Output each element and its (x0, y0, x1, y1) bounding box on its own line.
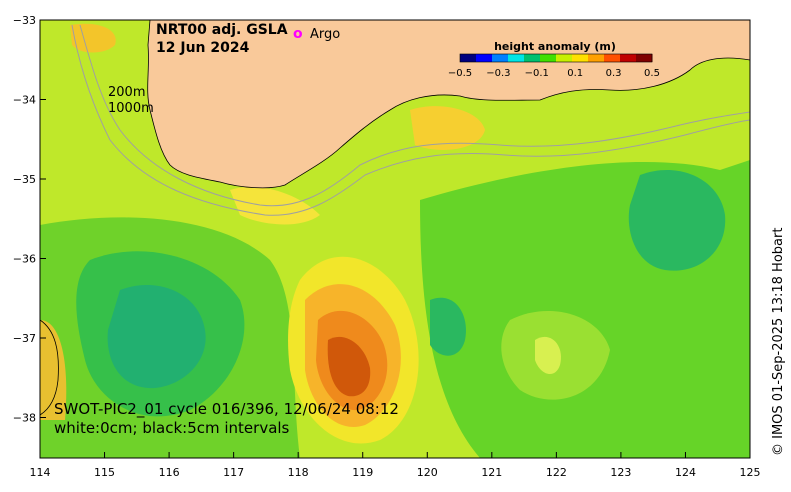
x-tick-label: 116 (159, 466, 180, 479)
x-tick-label: 121 (481, 466, 502, 479)
colorbar-swatch (460, 54, 477, 62)
y-tick-label: −33 (13, 14, 36, 27)
y-tick-label: −35 (13, 173, 36, 186)
colorbar-tick-label: 0.3 (606, 68, 622, 79)
y-tick-label: −37 (13, 332, 36, 345)
y-tick-label: −34 (13, 94, 36, 107)
colorbar-swatch (476, 54, 493, 62)
x-tick-label: 118 (288, 466, 309, 479)
y-tick-label: −36 (13, 253, 36, 266)
x-axis: 114 115 116 117 118 119 120 121 122 123 124 125 (30, 452, 761, 479)
x-tick-label: 125 (740, 466, 761, 479)
colorbar-tick-label: −0.3 (486, 68, 510, 79)
colorbar-swatch (572, 54, 589, 62)
coast-left (40, 319, 59, 416)
x-tick-label: 122 (546, 466, 567, 479)
y-tick-label: −38 (13, 412, 36, 425)
colorbar-tick-label: −0.1 (525, 68, 549, 79)
x-tick-label: 117 (223, 466, 244, 479)
colorbar-title: height anomaly (m) (494, 40, 616, 53)
colorbar-tick-label: 0.5 (644, 68, 660, 79)
colorbar-swatch (540, 54, 557, 62)
x-tick-label: 123 (610, 466, 631, 479)
colorbar-swatch (588, 54, 605, 62)
x-tick-label: 115 (94, 466, 115, 479)
map-date: 12 Jun 2024 (156, 40, 250, 56)
colorbar-tick-label: 0.1 (567, 68, 583, 79)
imos-credit: © IMOS 01-Sep-2025 13:18 Hobart (771, 228, 786, 456)
colorbar-swatch (556, 54, 573, 62)
colorbar-frame (459, 53, 653, 63)
isobath-label-1000m: 1000m (108, 101, 154, 116)
swot-contours: white:0cm; black:5cm intervals (54, 419, 290, 437)
isobath-1000m (71, 24, 750, 216)
isobath-200m (79, 24, 750, 207)
isobath-label-200m: 200m (108, 85, 145, 100)
colorbar-swatch (620, 54, 637, 62)
map-title: NRT00 adj. GSLA (156, 22, 288, 38)
colorbar-ticks: −0.5 −0.3 −0.1 0.1 0.3 0.5 (448, 68, 660, 79)
colorbar (459, 53, 653, 63)
colorbar-swatch (604, 54, 621, 62)
anomaly-field (40, 20, 750, 458)
argo-marker-icon: o (293, 26, 303, 42)
plot-frame (39, 19, 751, 459)
colorbar-swatch (524, 54, 541, 62)
colorbar-tick-label: −0.5 (448, 68, 472, 79)
y-axis: −33 −34 −35 −36 −37 −38 (13, 14, 46, 425)
colorbar-swatch (492, 54, 509, 62)
swot-info: SWOT-PIC2_01 cycle 016/396, 12/06/24 08:… (54, 400, 399, 419)
colorbar-swatch (508, 54, 525, 62)
x-tick-label: 120 (417, 466, 438, 479)
argo-label: Argo (310, 27, 340, 42)
x-tick-label: 119 (352, 466, 373, 479)
x-tick-label: 114 (30, 466, 51, 479)
x-tick-label: 124 (675, 466, 696, 479)
colorbar-swatch (636, 54, 653, 62)
